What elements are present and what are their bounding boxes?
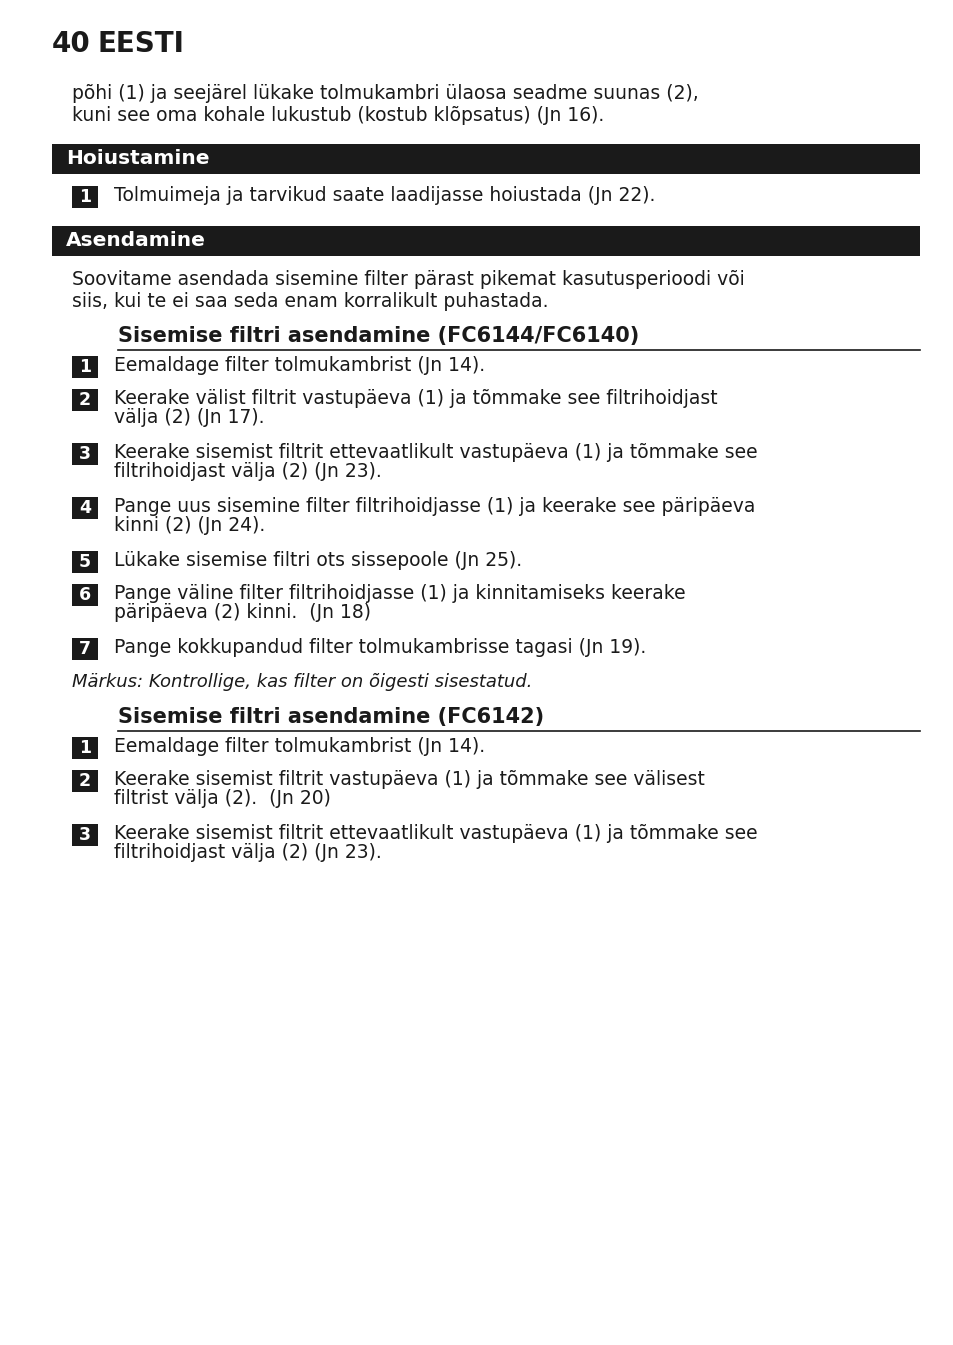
Text: 1: 1 [79,188,91,206]
Bar [71,737,98,759]
Text: põhi (1) ja seejärel lükake tolmukambri ülaosa seadme suunas (2),: põhi (1) ja seejärel lükake tolmukambri … [71,83,698,104]
Text: 6: 6 [79,586,91,604]
Text: 5: 5 [79,553,91,572]
Text: Eemaldage filter tolmukambrist (Jn 14).: Eemaldage filter tolmukambrist (Jn 14). [113,356,485,375]
Text: Eemaldage filter tolmukambrist (Jn 14).: Eemaldage filter tolmukambrist (Jn 14). [113,737,485,756]
Bar [71,443,98,465]
Text: Keerake sisemist filtrit ettevaatlikult vastupäeva (1) ja tõmmake see: Keerake sisemist filtrit ettevaatlikult … [113,824,757,843]
Bar [71,389,98,412]
Text: 3: 3 [79,445,91,463]
Text: Sisemise filtri asendamine (FC6144/FC6140): Sisemise filtri asendamine (FC6144/FC614… [118,325,639,346]
Bar [71,356,98,378]
Text: EESTI: EESTI [98,30,185,58]
Text: Asendamine: Asendamine [66,231,206,250]
Bar [52,144,919,174]
Text: 1: 1 [79,738,91,757]
Text: 7: 7 [79,640,91,658]
Bar [71,824,98,846]
Bar [71,551,98,573]
Text: Keerake sisemist filtrit ettevaatlikult vastupäeva (1) ja tõmmake see: Keerake sisemist filtrit ettevaatlikult … [113,443,757,461]
Text: päripäeva (2) kinni.  (Jn 18): päripäeva (2) kinni. (Jn 18) [113,603,371,621]
Bar [71,769,98,792]
Text: Pange kokkupandud filter tolmukambrisse tagasi (Jn 19).: Pange kokkupandud filter tolmukambrisse … [113,638,645,656]
Text: 4: 4 [79,499,91,516]
Text: 1: 1 [79,358,91,377]
Text: Hoiustamine: Hoiustamine [66,149,210,168]
Text: välja (2) (Jn 17).: välja (2) (Jn 17). [113,408,264,426]
Text: Tolmuimeja ja tarvikud saate laadijasse hoiustada (Jn 22).: Tolmuimeja ja tarvikud saate laadijasse … [113,186,655,204]
Bar [71,186,98,208]
Text: filtrihoidjast välja (2) (Jn 23).: filtrihoidjast välja (2) (Jn 23). [113,843,381,862]
Bar [71,638,98,660]
Bar [71,498,98,519]
Text: Pange väline filter filtrihoidjasse (1) ja kinnitamiseks keerake: Pange väline filter filtrihoidjasse (1) … [113,584,685,603]
Text: 3: 3 [79,826,91,845]
Text: kinni (2) (Jn 24).: kinni (2) (Jn 24). [113,516,265,535]
Text: Soovitame asendada sisemine filter pärast pikemat kasutusperioodi või: Soovitame asendada sisemine filter päras… [71,270,744,289]
Text: Lükake sisemise filtri ots sissepoole (Jn 25).: Lükake sisemise filtri ots sissepoole (J… [113,551,521,570]
Text: siis, kui te ei saa seda enam korralikult puhastada.: siis, kui te ei saa seda enam korralikul… [71,292,548,311]
Text: Keerake sisemist filtrit vastupäeva (1) ja tõmmake see välisest: Keerake sisemist filtrit vastupäeva (1) … [113,769,704,790]
Text: 2: 2 [79,772,91,790]
Text: filtrist välja (2).  (Jn 20): filtrist välja (2). (Jn 20) [113,790,331,808]
Text: 2: 2 [79,391,91,409]
Text: Keerake välist filtrit vastupäeva (1) ja tõmmake see filtrihoidjast: Keerake välist filtrit vastupäeva (1) ja… [113,389,717,408]
Text: 40: 40 [52,30,91,58]
Text: filtrihoidjast välja (2) (Jn 23).: filtrihoidjast välja (2) (Jn 23). [113,461,381,482]
Text: Pange uus sisemine filter filtrihoidjasse (1) ja keerake see päripäeva: Pange uus sisemine filter filtrihoidjass… [113,498,755,516]
Bar [52,226,919,256]
Text: Märkus: Kontrollige, kas filter on õigesti sisestatud.: Märkus: Kontrollige, kas filter on õiges… [71,672,532,691]
Bar [71,584,98,607]
Text: kuni see oma kohale lukustub (kostub klõpsatus) (Jn 16).: kuni see oma kohale lukustub (kostub klõ… [71,106,603,125]
Text: Sisemise filtri asendamine (FC6142): Sisemise filtri asendamine (FC6142) [118,707,543,728]
